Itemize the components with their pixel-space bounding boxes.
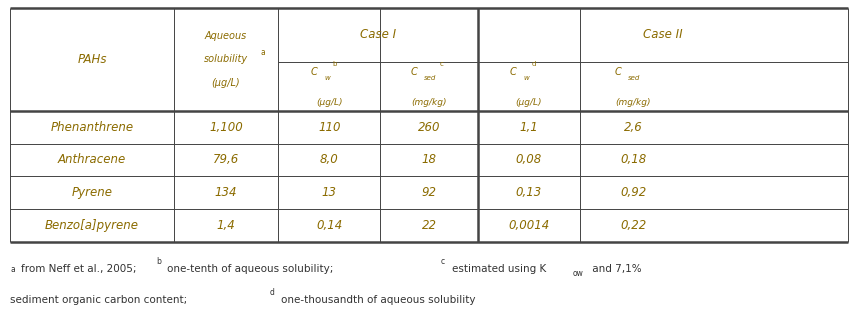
Text: 0,18: 0,18	[620, 153, 646, 167]
Text: 1,4: 1,4	[216, 219, 235, 232]
Text: estimated using K: estimated using K	[452, 264, 547, 274]
Text: (μg/L): (μg/L)	[316, 98, 342, 106]
Text: C: C	[410, 67, 417, 77]
Text: d: d	[269, 289, 275, 297]
Text: (μg/L): (μg/L)	[516, 98, 542, 106]
Text: sediment organic carbon content;: sediment organic carbon content;	[10, 295, 194, 305]
Text: 2,6: 2,6	[624, 121, 643, 134]
Text: 22: 22	[421, 219, 437, 232]
Text: and 7,1%: and 7,1%	[589, 264, 642, 274]
Text: PAHs: PAHs	[77, 53, 106, 66]
Text: 134: 134	[214, 186, 237, 199]
Text: 79,6: 79,6	[213, 153, 239, 167]
Text: ow: ow	[572, 270, 583, 278]
Text: Benzo[a]pyrene: Benzo[a]pyrene	[45, 219, 139, 232]
Text: b: b	[156, 257, 161, 266]
Text: 0,14: 0,14	[317, 219, 342, 232]
Text: Phenanthrene: Phenanthrene	[51, 121, 134, 134]
Text: 0,13: 0,13	[516, 186, 541, 199]
Text: 13: 13	[322, 186, 337, 199]
Text: C: C	[614, 67, 621, 77]
Text: 0,08: 0,08	[516, 153, 541, 167]
Text: a: a	[10, 265, 15, 274]
Text: sed: sed	[628, 75, 641, 81]
Text: c: c	[439, 61, 444, 67]
Text: d: d	[532, 61, 536, 67]
Text: 0,92: 0,92	[620, 186, 646, 199]
Text: one-thousandth of aqueous solubility: one-thousandth of aqueous solubility	[281, 295, 475, 305]
Text: b: b	[333, 61, 337, 67]
Text: Pyrene: Pyrene	[71, 186, 112, 199]
Text: 0,0014: 0,0014	[508, 219, 549, 232]
Text: (mg/kg): (mg/kg)	[615, 98, 651, 106]
Text: 260: 260	[418, 121, 440, 134]
Text: C: C	[311, 67, 317, 77]
Text: 1,1: 1,1	[519, 121, 538, 134]
Text: 0,22: 0,22	[620, 219, 646, 232]
Text: w: w	[523, 75, 529, 81]
Text: c: c	[441, 257, 445, 266]
Text: Case I: Case I	[360, 28, 396, 41]
Text: 1,100: 1,100	[209, 121, 243, 134]
Text: (μg/L): (μg/L)	[212, 78, 240, 88]
Text: Aqueous: Aqueous	[205, 31, 247, 41]
Text: one-tenth of aqueous solubility;: one-tenth of aqueous solubility;	[167, 264, 340, 274]
Text: solubility: solubility	[204, 54, 248, 64]
Text: Case II: Case II	[643, 28, 682, 41]
Text: 92: 92	[421, 186, 437, 199]
Text: 18: 18	[421, 153, 437, 167]
Text: Anthracene: Anthracene	[57, 153, 126, 167]
Text: sed: sed	[424, 75, 436, 81]
Text: 110: 110	[318, 121, 341, 134]
Text: a: a	[260, 48, 265, 57]
Text: w: w	[324, 75, 330, 81]
Text: (mg/kg): (mg/kg)	[411, 98, 447, 106]
Text: C: C	[510, 67, 517, 77]
Text: 8,0: 8,0	[320, 153, 339, 167]
Text: from Neff et al., 2005;: from Neff et al., 2005;	[21, 264, 143, 274]
